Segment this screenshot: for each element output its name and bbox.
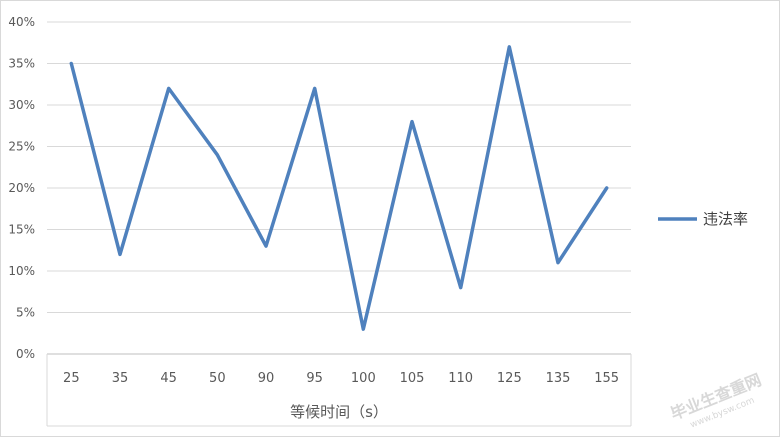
legend-label: 违法率 [703,210,748,228]
x-tick-label: 155 [594,371,619,386]
legend: 违法率 [658,210,748,228]
y-tick-label: 20% [8,181,35,195]
x-tick-label: 125 [497,371,522,386]
x-tick-label: 95 [306,371,323,386]
x-tick-label: 45 [160,371,177,386]
x-category-box [46,354,632,427]
y-tick-labels: 0% 5% 10% 15% 20% 25% 30% 35% 40% [8,15,35,361]
x-tick-label: 25 [63,371,80,386]
y-tick-label: 10% [8,264,35,278]
x-axis-title: 等候时间（s） [290,403,388,421]
y-tick-label: 0% [16,347,35,361]
y-tick-label: 5% [16,306,35,320]
x-tick-labels: 25 35 45 50 90 95 100 105 110 125 135 155 [63,371,619,386]
x-tick-label: 90 [258,371,275,386]
y-tick-label: 40% [8,15,35,29]
series-lines [69,45,609,331]
x-tick-label: 110 [448,371,473,386]
y-tick-label: 25% [8,140,35,154]
x-tick-label: 105 [400,371,425,386]
x-tick-label: 135 [546,371,571,386]
series-line [69,45,609,331]
gridlines [47,21,631,355]
y-tick-label: 15% [8,223,35,237]
x-tick-label: 50 [209,371,226,386]
x-tick-label: 100 [351,371,376,386]
y-tick-label: 35% [8,57,35,71]
x-tick-label: 35 [112,371,129,386]
y-tick-label: 30% [8,98,35,112]
